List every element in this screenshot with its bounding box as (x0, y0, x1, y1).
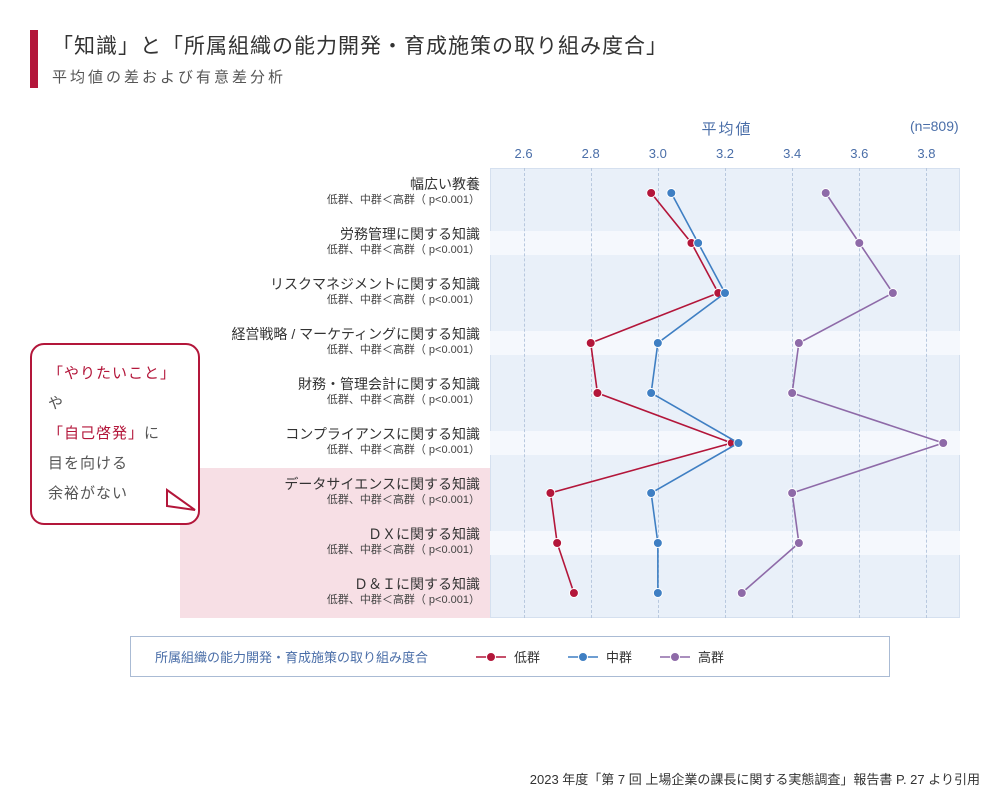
x-tick-label: 2.6 (515, 146, 533, 161)
legend-item: 中群 (568, 647, 632, 666)
gridline (658, 168, 659, 618)
category-label: Ｄ＆Ｉに関する知識低群、中群＜高群（ p<0.001） (180, 575, 480, 607)
category-label: リスクマネジメントに関する知識低群、中群＜高群（ p<0.001） (180, 275, 480, 307)
x-tick-label: 3.8 (917, 146, 935, 161)
x-tick-label: 3.4 (783, 146, 801, 161)
chart-header: 「知識」と「所属組織の能力開発・育成施策の取り組み度合」 平均値の差および有意差… (30, 30, 970, 88)
x-tick-label: 3.0 (649, 146, 667, 161)
legend-item: 高群 (660, 647, 724, 666)
legend-label: 中群 (606, 647, 632, 666)
legend-title: 所属組織の能力開発・育成施策の取り組み度合 (155, 647, 428, 666)
category-label: コンプライアンスに関する知識低群、中群＜高群（ p<0.001） (180, 425, 480, 457)
category-label: 財務・管理会計に関する知識低群、中群＜高群（ p<0.001） (180, 375, 480, 407)
category-label: ＤＸに関する知識低群、中群＜高群（ p<0.001） (180, 525, 480, 557)
category-label: データサイエンスに関する知識低群、中群＜高群（ p<0.001） (180, 475, 480, 507)
x-tick-label: 2.8 (582, 146, 600, 161)
x-tick-label: 3.2 (716, 146, 734, 161)
axis-title: 平均値 (702, 118, 753, 139)
source-citation: 2023 年度「第 7 回 上場企業の課長に関する実態調査」報告書 P. 27 … (530, 769, 980, 788)
page-subtitle: 平均値の差および有意差分析 (52, 66, 668, 87)
gridline (792, 168, 793, 618)
x-tick-label: 3.6 (850, 146, 868, 161)
gridline (524, 168, 525, 618)
gridline (591, 168, 592, 618)
gridline (926, 168, 927, 618)
accent-bar (30, 30, 38, 88)
gridline (725, 168, 726, 618)
legend-label: 低群 (514, 647, 540, 666)
gridline (859, 168, 860, 618)
category-label: 経営戦略 / マーケティングに関する知識低群、中群＜高群（ p<0.001） (180, 325, 480, 357)
legend-item: 低群 (476, 647, 540, 666)
chart-area: 2.6 2.8 3.0 3.2 3.4 3.6 3.8 平均値 (n=809) 幅広い教養低群、中… (30, 108, 970, 668)
callout-tail (165, 488, 205, 518)
legend-label: 高群 (698, 647, 724, 666)
n-label: (n=809) (910, 118, 959, 134)
category-label: 労務管理に関する知識低群、中群＜高群（ p<0.001） (180, 225, 480, 257)
category-label: 幅広い教養低群、中群＜高群（ p<0.001） (180, 175, 480, 207)
legend: 所属組織の能力開発・育成施策の取り組み度合 低群 中群 高群 (130, 636, 890, 677)
page-title: 「知識」と「所属組織の能力開発・育成施策の取り組み度合」 (52, 30, 668, 60)
